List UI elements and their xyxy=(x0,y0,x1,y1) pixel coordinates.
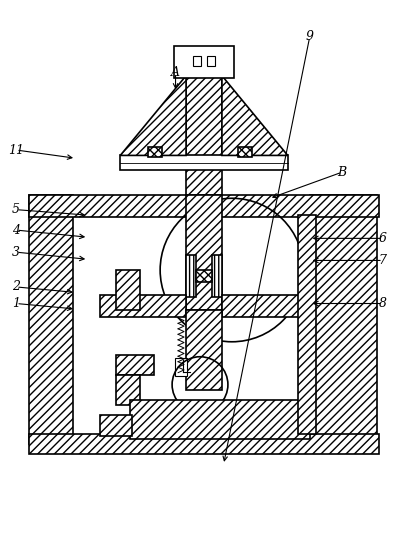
Bar xyxy=(212,255,222,297)
Bar xyxy=(116,270,140,310)
Bar xyxy=(100,414,132,437)
Text: A: A xyxy=(171,66,180,79)
Bar xyxy=(196,270,212,282)
Text: 4: 4 xyxy=(12,224,20,237)
Bar xyxy=(186,76,222,195)
Bar xyxy=(120,156,288,171)
Text: B: B xyxy=(338,166,347,178)
Bar xyxy=(186,310,222,389)
Text: 2: 2 xyxy=(12,280,20,294)
Bar xyxy=(186,195,222,310)
Bar xyxy=(238,147,252,157)
Text: 1: 1 xyxy=(12,297,20,310)
Bar xyxy=(100,295,186,317)
Text: 6: 6 xyxy=(379,232,387,245)
Bar xyxy=(186,255,196,297)
Bar xyxy=(310,195,377,444)
Bar xyxy=(175,358,187,376)
Bar xyxy=(148,147,162,157)
Bar xyxy=(130,399,310,439)
Polygon shape xyxy=(222,76,288,156)
Bar xyxy=(193,56,201,66)
Bar xyxy=(116,355,154,375)
Bar xyxy=(298,215,316,434)
Bar xyxy=(207,56,215,66)
Bar xyxy=(29,195,73,444)
Text: 9: 9 xyxy=(306,30,314,43)
Text: 11: 11 xyxy=(8,143,24,157)
Polygon shape xyxy=(120,76,186,156)
Bar xyxy=(116,375,140,404)
Bar xyxy=(174,46,234,78)
Text: 5: 5 xyxy=(12,203,20,216)
Text: 7: 7 xyxy=(379,254,387,267)
Bar xyxy=(222,295,310,317)
Bar xyxy=(29,434,379,454)
Text: 3: 3 xyxy=(12,245,20,259)
Bar xyxy=(29,195,379,217)
Text: 8: 8 xyxy=(379,297,387,310)
